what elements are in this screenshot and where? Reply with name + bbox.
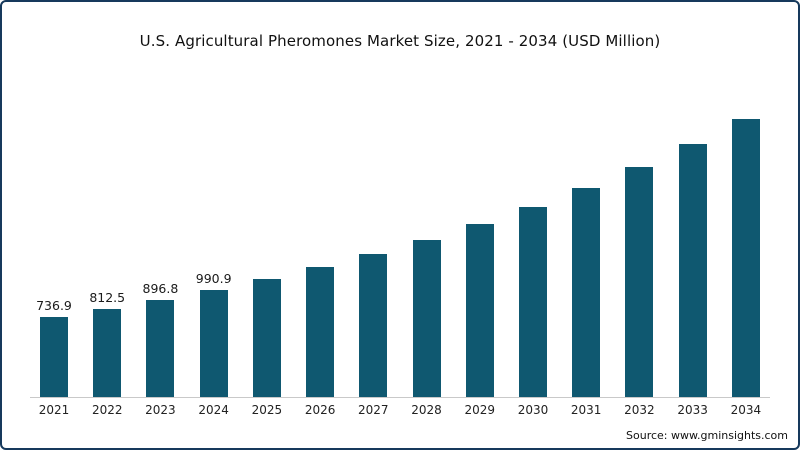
bar-2021 [40, 317, 68, 397]
bar-group-2028 [403, 240, 451, 397]
bar-value-label-2021: 736.9 [36, 298, 72, 313]
x-axis-label-2022: 2022 [91, 403, 123, 417]
x-axis-label-2025: 2025 [251, 403, 283, 417]
bar-2025 [252, 279, 281, 397]
source-attribution: Source: www.gminsights.com [626, 429, 788, 442]
bar-chart-plot-area: 736.9 812.5 896.8 990.9 [30, 90, 770, 398]
x-axis-label-2029: 2029 [464, 403, 496, 417]
bar-2032 [625, 167, 654, 397]
bar-group-2026 [296, 267, 344, 397]
chart-title: U.S. Agricultural Pheromones Market Size… [139, 32, 661, 50]
bar-group-2032 [615, 167, 663, 397]
bar-value-label-2024: 990.9 [195, 271, 232, 286]
bar-group-2033 [669, 144, 717, 397]
bar-2034 [731, 119, 760, 397]
x-axis-labels: 2021 2022 2023 2024 2025 2026 2027 2028 2029 2030… [30, 403, 770, 417]
bar-2022 [93, 309, 122, 397]
x-axis-label-2034: 2034 [730, 403, 762, 417]
bar-2028 [412, 240, 441, 397]
x-axis-label-2023: 2023 [145, 403, 176, 417]
x-axis-label-2026: 2026 [304, 403, 336, 417]
x-axis-label-2021: 2021 [38, 403, 70, 417]
bar-group-2031 [562, 188, 610, 397]
bar-group-2030 [509, 207, 557, 397]
bar-2026 [306, 267, 335, 397]
bar-group-2034 [722, 119, 770, 397]
x-axis-label-2033: 2033 [677, 403, 708, 417]
bar-2033 [678, 144, 707, 397]
bar-2031 [572, 188, 601, 397]
bar-2027 [359, 254, 388, 397]
bar-group-2027 [349, 254, 397, 397]
bar-group-2029 [456, 224, 504, 397]
x-axis-label-2032: 2032 [624, 403, 655, 417]
x-axis-label-2027: 2027 [358, 403, 389, 417]
x-axis-label-2024: 2024 [198, 403, 229, 417]
bar-group-2021: 736.9 [30, 298, 78, 397]
bar-2029 [465, 224, 494, 397]
bar-2023 [146, 300, 175, 397]
x-axis-label-2030: 2030 [517, 403, 549, 417]
bar-group-2022: 812.5 [83, 290, 131, 397]
x-axis-label-2028: 2028 [411, 403, 442, 417]
bar-group-2023: 896.8 [136, 281, 184, 397]
bar-group-2025 [243, 279, 291, 397]
x-axis-label-2031: 2031 [570, 403, 602, 417]
bar-2030 [518, 207, 547, 397]
bar-value-label-2023: 896.8 [142, 281, 179, 296]
bar-value-label-2022: 812.5 [89, 290, 126, 305]
bar-group-2024: 990.9 [190, 271, 238, 397]
bar-2024 [199, 290, 228, 397]
